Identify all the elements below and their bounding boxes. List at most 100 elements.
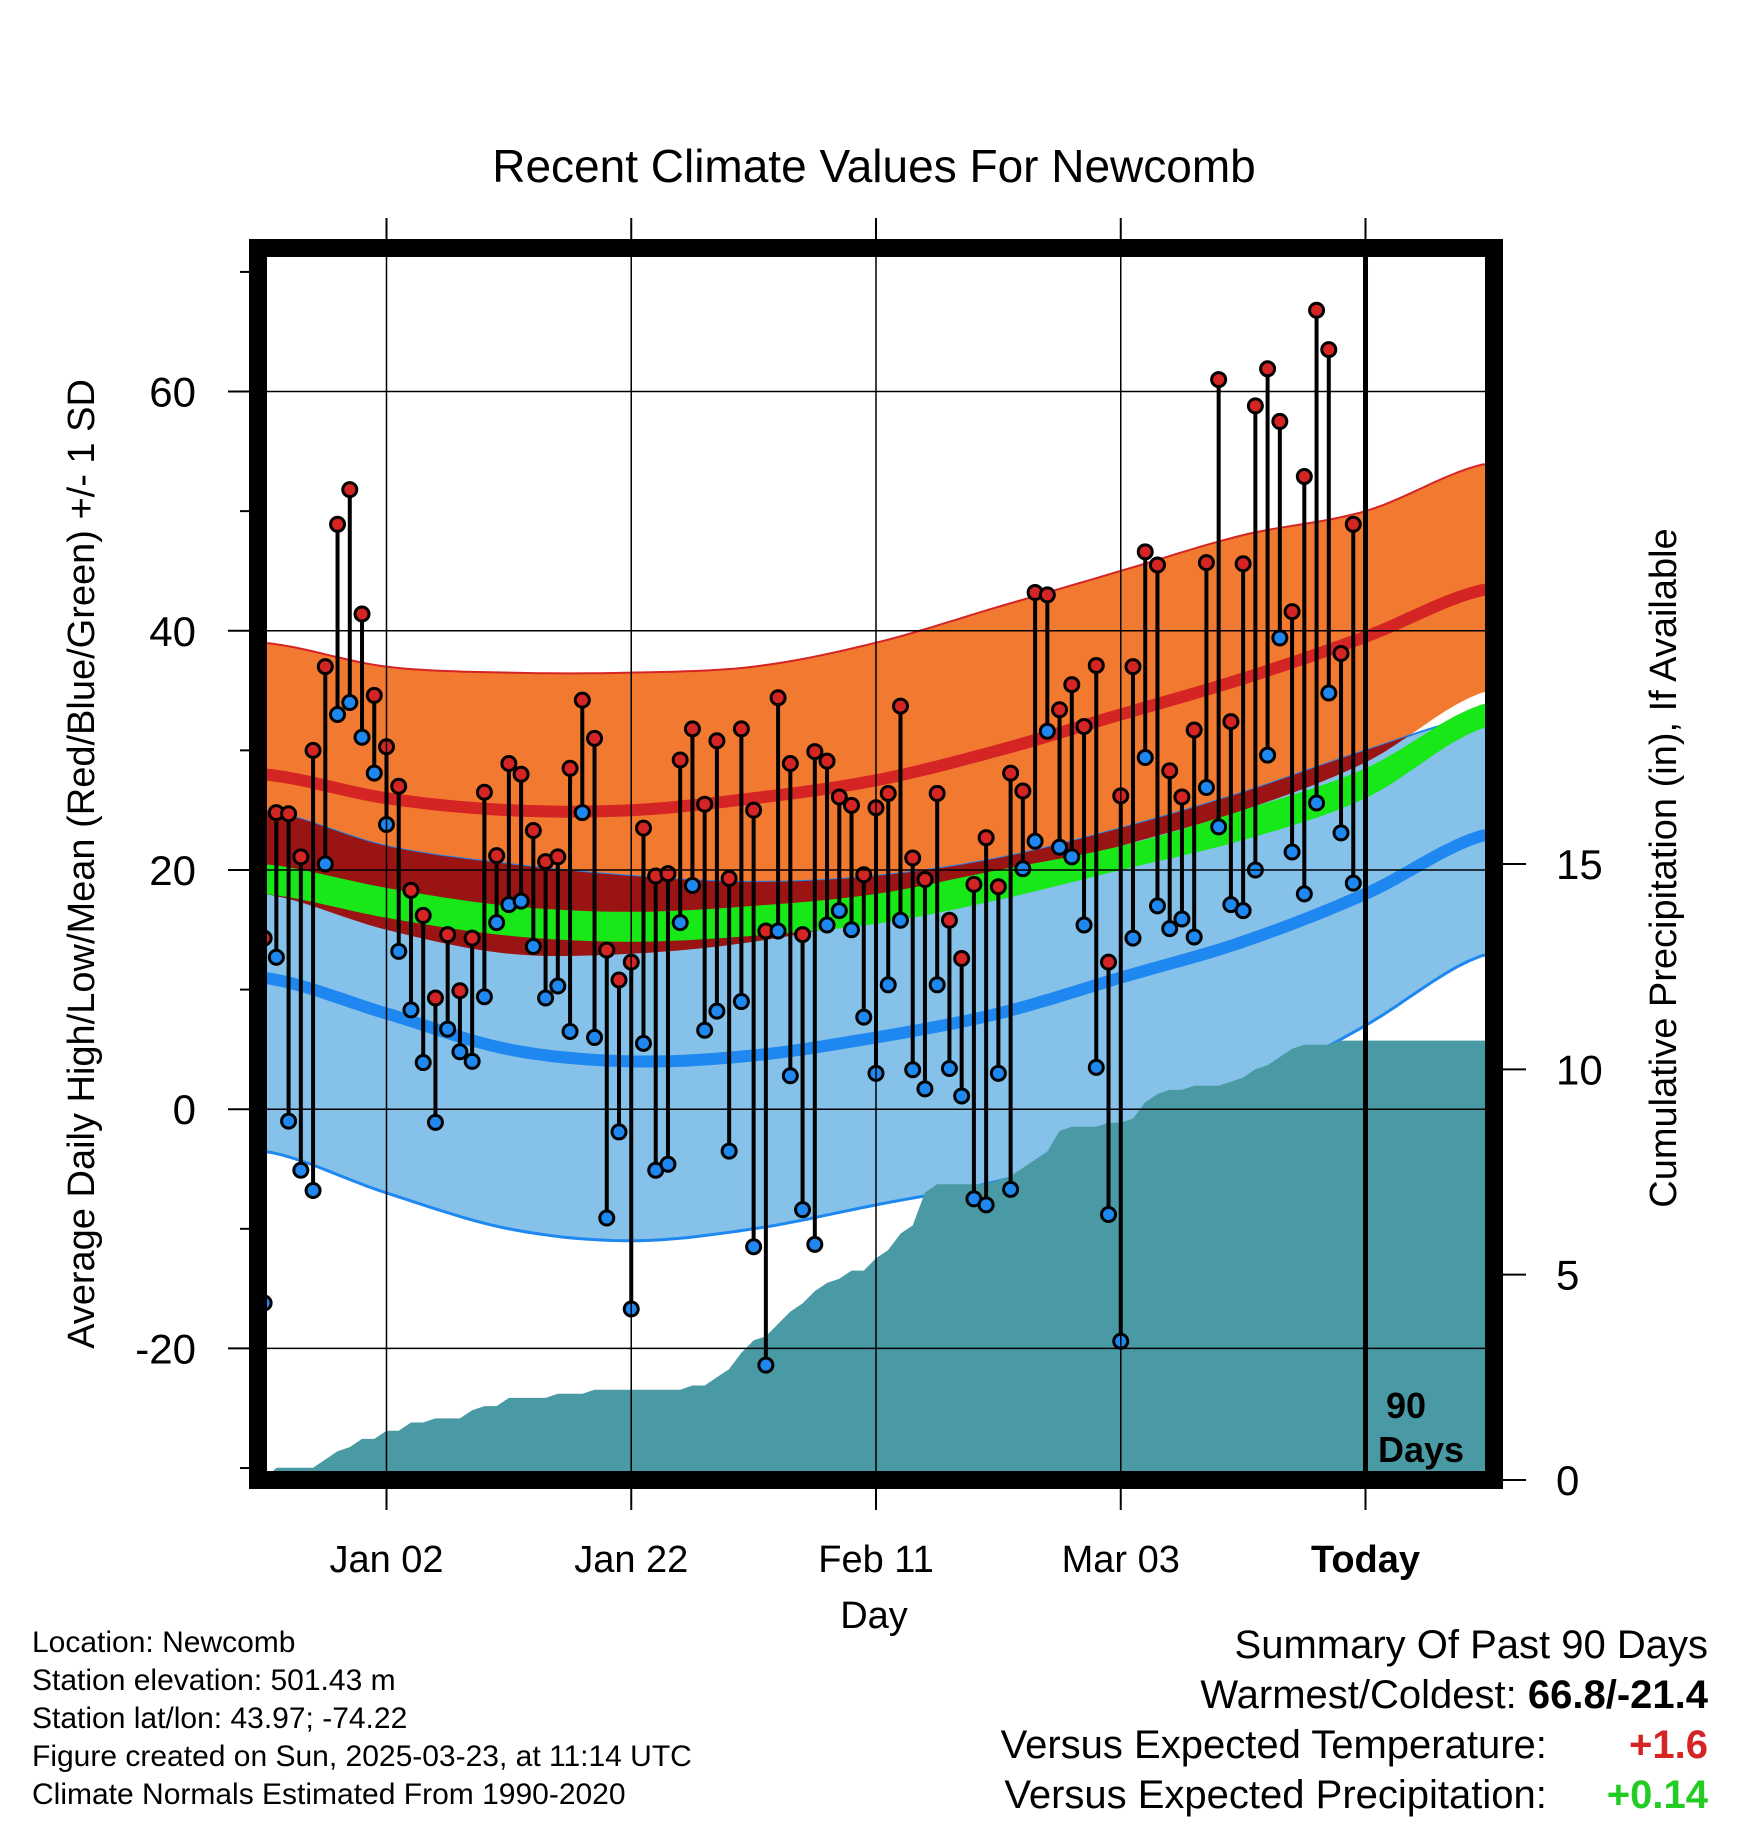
daily-high-point bbox=[696, 795, 714, 813]
daily-high-point bbox=[365, 686, 383, 704]
daily-low-point bbox=[280, 1112, 298, 1130]
daily-low-point bbox=[879, 976, 897, 994]
daily-high-point bbox=[451, 982, 469, 1000]
daily-high-point bbox=[573, 691, 591, 709]
plot-frame bbox=[249, 239, 1503, 1489]
daily-high-point bbox=[1271, 412, 1289, 430]
daily-high-point bbox=[1283, 603, 1301, 621]
daily-high-point bbox=[769, 689, 787, 707]
daily-low-point bbox=[267, 948, 285, 966]
daily-low-point bbox=[304, 1182, 322, 1200]
daily-high-point bbox=[634, 819, 652, 837]
daily-high-point bbox=[426, 989, 444, 1007]
warm-cold-label: Warmest/Coldest: bbox=[1200, 1673, 1517, 1717]
daily-low-point bbox=[720, 1142, 738, 1160]
daily-low-point bbox=[806, 1235, 824, 1253]
daily-low-point bbox=[1308, 794, 1326, 812]
daily-low-point bbox=[426, 1113, 444, 1131]
daily-high-point bbox=[965, 875, 983, 893]
daily-high-point bbox=[1308, 301, 1326, 319]
daily-low-point bbox=[1136, 749, 1154, 767]
daily-low-point bbox=[1332, 824, 1350, 842]
daily-low-point bbox=[977, 1196, 995, 1214]
daily-low-point bbox=[732, 993, 750, 1011]
daily-low-point bbox=[683, 877, 701, 895]
daily-low-point bbox=[586, 1028, 604, 1046]
daily-low-point bbox=[794, 1201, 812, 1219]
today-marker-label-2: Days bbox=[1378, 1429, 1464, 1470]
daily-low-point bbox=[329, 705, 347, 723]
latlon-text: Station lat/lon: 43.97; -74.22 bbox=[32, 1702, 408, 1735]
daily-low-point bbox=[1283, 843, 1301, 861]
daily-high-point bbox=[1075, 717, 1093, 735]
y-tick-label-temp: 0 bbox=[173, 1086, 196, 1133]
daily-high-point bbox=[1197, 554, 1215, 572]
x-tick-label: Jan 02 bbox=[329, 1539, 443, 1581]
daily-high-point bbox=[512, 765, 530, 783]
daily-high-point bbox=[439, 926, 457, 944]
temp-label: Versus Expected Temperature: bbox=[1000, 1723, 1547, 1767]
daily-low-point bbox=[390, 942, 408, 960]
daily-high-point bbox=[524, 822, 542, 840]
daily-low-point bbox=[708, 1002, 726, 1020]
daily-low-point bbox=[537, 989, 555, 1007]
daily-high-point bbox=[1136, 543, 1154, 561]
daily-low-point bbox=[488, 914, 506, 932]
daily-low-point bbox=[1075, 916, 1093, 934]
daily-high-point bbox=[1234, 555, 1252, 573]
mean-normal-band bbox=[258, 702, 1494, 942]
temp-value: +1.6 bbox=[1629, 1723, 1708, 1767]
daily-high-point bbox=[977, 829, 995, 847]
daily-high-point bbox=[1051, 701, 1069, 719]
daily-high-point bbox=[781, 755, 799, 773]
daily-low-point bbox=[439, 1020, 457, 1038]
daily-low-point bbox=[598, 1209, 616, 1227]
daily-low-point bbox=[414, 1054, 432, 1072]
daily-low-point bbox=[475, 988, 493, 1006]
daily-low-point bbox=[1063, 848, 1081, 866]
daily-high-point bbox=[1100, 953, 1118, 971]
daily-high-point bbox=[745, 801, 763, 819]
daily-high-point bbox=[683, 720, 701, 738]
daily-low-point bbox=[1271, 629, 1289, 647]
daily-high-point bbox=[1063, 676, 1081, 694]
daily-low-point bbox=[757, 1356, 775, 1374]
daily-high-point bbox=[1259, 360, 1277, 378]
summary-warm-cold: Warmest/Coldest: 66.8/-21.4 bbox=[1001, 1670, 1708, 1720]
daily-low-point bbox=[1124, 929, 1142, 947]
y-tick-label-precip: 15 bbox=[1556, 841, 1603, 888]
daily-low-point bbox=[1038, 722, 1056, 740]
summary-precip: Versus Expected Precipitation: +0.14 bbox=[1001, 1770, 1708, 1820]
daily-high-point bbox=[549, 848, 567, 866]
daily-low-point bbox=[451, 1043, 469, 1061]
daily-high-point bbox=[671, 751, 689, 769]
daily-high-point bbox=[659, 865, 677, 883]
daily-low-point bbox=[1173, 910, 1191, 928]
y-axis-label-right: Cumulative Precipitation (in), If Availa… bbox=[1643, 528, 1685, 1207]
daily-high-point bbox=[1014, 782, 1032, 800]
daily-high-point bbox=[1148, 556, 1166, 574]
normals-text: Climate Normals Estimated From 1990-2020 bbox=[32, 1778, 626, 1811]
daily-low-point bbox=[916, 1080, 934, 1098]
axes: -20 0 20 40 60 0 5 10 15 Jan 02 Jan 22 Feb 11 Mar 03… bbox=[135, 218, 1603, 1581]
y-tick-label-temp: 20 bbox=[149, 847, 196, 894]
daily-low-point bbox=[1185, 928, 1203, 946]
daily-high-point bbox=[329, 515, 347, 533]
daily-low-point bbox=[843, 921, 861, 939]
daily-high-point bbox=[610, 971, 628, 989]
daily-low-point bbox=[610, 1123, 628, 1141]
daily-high-point bbox=[1124, 658, 1142, 676]
daily-high-point bbox=[500, 755, 518, 773]
daily-low-point bbox=[1148, 897, 1166, 915]
daily-high-point bbox=[341, 481, 359, 499]
daily-low-point bbox=[769, 922, 787, 940]
daily-high-point bbox=[463, 929, 481, 947]
warm-cold-value: 66.8/-21.4 bbox=[1527, 1673, 1708, 1717]
station-info: Location: Newcomb Station elevation: 501… bbox=[32, 1624, 692, 1814]
daily-low-point bbox=[1100, 1205, 1118, 1223]
daily-low-point bbox=[659, 1155, 677, 1173]
daily-low-point bbox=[1002, 1180, 1020, 1198]
daily-high-point bbox=[488, 847, 506, 865]
y-tick-label-precip: 0 bbox=[1556, 1457, 1579, 1504]
